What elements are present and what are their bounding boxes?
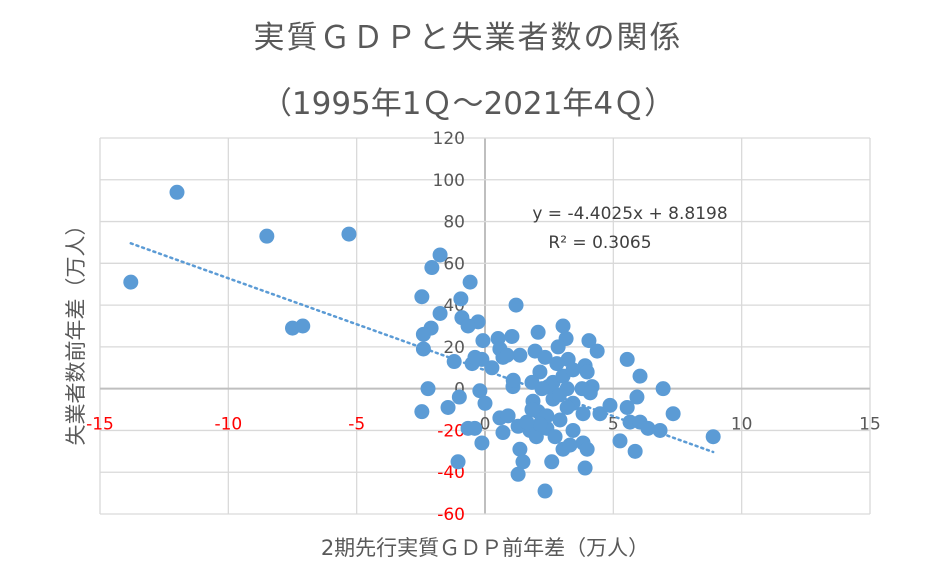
data-point	[450, 454, 466, 470]
data-point	[559, 399, 575, 415]
data-point	[579, 364, 595, 380]
data-point	[550, 339, 566, 355]
data-point	[446, 354, 462, 370]
data-point	[440, 399, 456, 415]
data-point	[524, 402, 540, 418]
data-point	[582, 385, 598, 401]
data-point	[462, 274, 478, 290]
trendline-r-squared: R² = 0.3065	[548, 233, 651, 253]
data-point	[555, 318, 571, 334]
x-tick-label: 10	[731, 415, 753, 435]
data-point	[528, 429, 544, 445]
data-point	[420, 381, 436, 397]
data-point	[505, 372, 521, 388]
data-point	[295, 318, 311, 334]
data-point	[512, 347, 528, 363]
data-point	[512, 441, 528, 457]
trendline	[129, 242, 715, 454]
data-point	[475, 333, 491, 349]
data-point	[532, 364, 548, 380]
data-point	[627, 443, 643, 459]
x-tick-label: 15	[859, 415, 881, 435]
data-point	[504, 328, 520, 344]
data-point	[474, 435, 490, 451]
x-tick-label: -10	[214, 415, 242, 435]
y-axis-label: 失業者数前年差（万人）	[64, 214, 88, 446]
data-point	[619, 351, 635, 367]
data-point	[565, 362, 581, 378]
data-point	[515, 454, 531, 470]
data-point	[581, 333, 597, 349]
x-tick-label: -5	[348, 415, 365, 435]
y-tick-label: 20	[443, 338, 465, 358]
data-point	[632, 368, 648, 384]
data-point	[472, 383, 488, 399]
y-tick-label: 60	[443, 254, 465, 274]
y-tick-label: 80	[443, 213, 465, 233]
data-point	[495, 425, 511, 441]
data-point	[544, 454, 560, 470]
x-tick-label: 0	[480, 415, 491, 435]
data-point	[477, 395, 493, 411]
data-point	[652, 422, 668, 438]
data-point	[453, 291, 469, 307]
data-point	[424, 260, 440, 276]
data-point	[432, 247, 448, 263]
data-point	[551, 387, 567, 403]
data-point	[537, 349, 553, 365]
data-point	[432, 305, 448, 321]
data-point	[602, 397, 618, 413]
data-point	[655, 381, 671, 397]
data-point	[414, 289, 430, 305]
data-point	[534, 381, 550, 397]
data-point	[565, 422, 581, 438]
chart-title: 実質ＧＤＰと失業者数の関係	[253, 20, 683, 56]
data-point	[460, 318, 476, 334]
y-tick-label: 100	[433, 171, 465, 191]
data-point	[500, 408, 516, 424]
data-point	[467, 420, 483, 436]
x-axis-label: 2期先行実質ＧＤＰ前年差（万人）	[320, 536, 650, 560]
data-point	[530, 324, 546, 340]
data-point	[484, 360, 500, 376]
data-point	[451, 389, 467, 405]
data-point	[612, 433, 628, 449]
y-tick-label: -20	[437, 421, 465, 441]
data-point	[510, 466, 526, 482]
data-point	[629, 389, 645, 405]
data-point	[415, 326, 431, 342]
data-point	[575, 406, 591, 422]
data-point	[589, 343, 605, 359]
data-point	[579, 441, 595, 457]
data-point	[552, 412, 568, 428]
data-point	[341, 226, 357, 242]
data-point	[549, 356, 565, 372]
data-point	[537, 483, 553, 499]
data-point	[508, 297, 524, 313]
data-point	[414, 404, 430, 420]
chart-subtitle: （1995年1Ｑ～2021年4Ｑ）	[260, 86, 676, 122]
trendline-equation: y = -4.4025x + 8.8198	[532, 204, 727, 224]
data-point	[640, 420, 656, 436]
data-point	[499, 347, 515, 363]
data-point	[547, 429, 563, 445]
y-tick-label: 120	[433, 129, 465, 149]
data-point	[169, 184, 185, 200]
data-point	[467, 349, 483, 365]
data-point	[592, 406, 608, 422]
x-tick-label: -15	[86, 415, 114, 435]
data-point	[705, 429, 721, 445]
data-point	[415, 341, 431, 357]
data-point	[665, 406, 681, 422]
x-tick-label: 5	[608, 415, 619, 435]
data-point	[562, 437, 578, 453]
y-tick-label: -60	[437, 505, 465, 525]
data-point	[619, 399, 635, 415]
data-point	[519, 414, 535, 430]
data-point	[123, 274, 139, 290]
data-point	[259, 228, 275, 244]
data-point	[532, 416, 548, 432]
data-point	[577, 460, 593, 476]
